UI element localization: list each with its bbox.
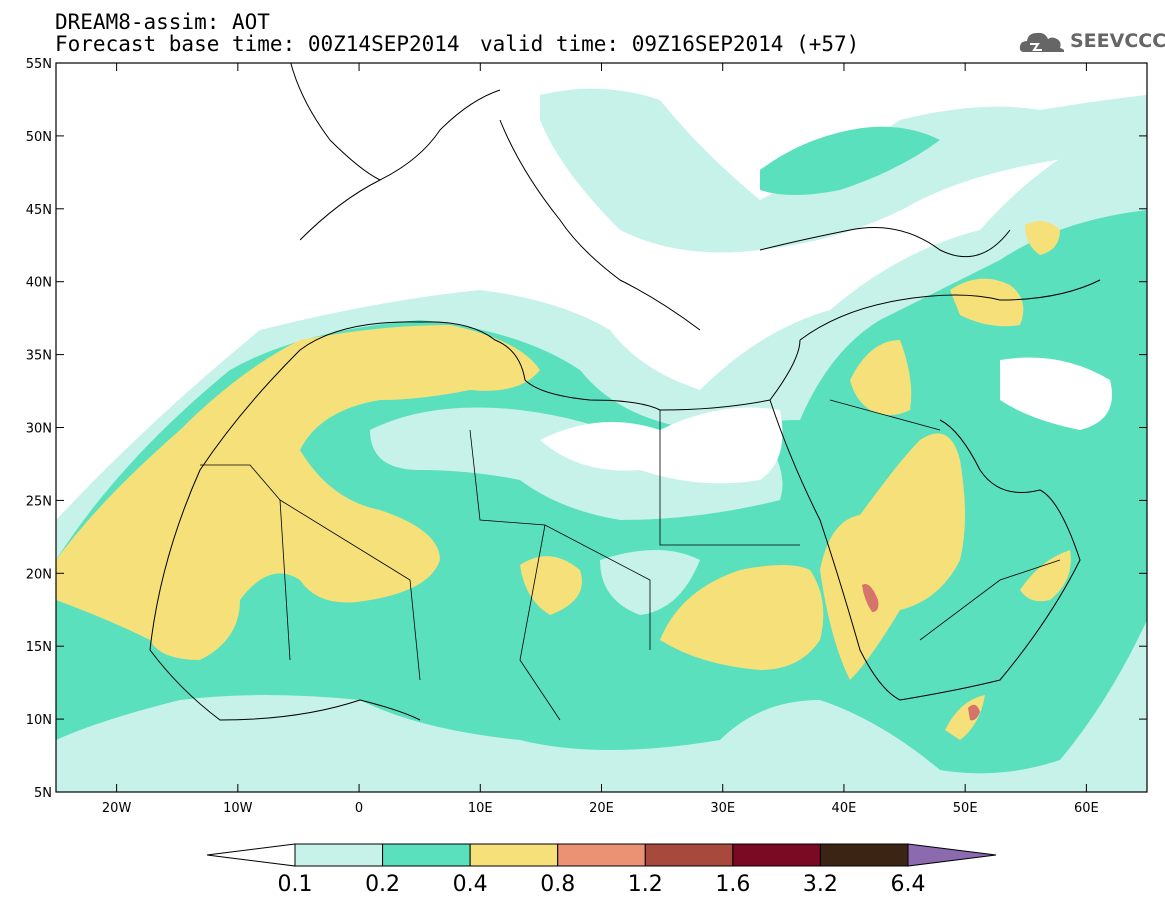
colorbar-low-arrow — [206, 843, 296, 867]
aot-band-below — [1000, 357, 1112, 430]
lat-tick-label: 55N — [26, 57, 52, 72]
colorbar-bin — [732, 843, 821, 867]
aot-band-0.4 — [1020, 550, 1071, 602]
cloud-icon — [1019, 32, 1065, 52]
colorbar-bin — [557, 843, 646, 867]
lat-tick-label: 50N — [26, 130, 52, 145]
lon-tick-label: 40E — [832, 801, 857, 816]
colorbar-label: 0.8 — [540, 872, 575, 897]
aot-band-below — [540, 407, 783, 484]
lon-tick-label: 20E — [589, 801, 614, 816]
lon-tick-label: 10W — [223, 801, 253, 816]
lat-tick-label: 20N — [26, 567, 52, 582]
colorbar-bin — [469, 843, 559, 867]
axis-ticks: 55N 50N 45N 40N 35N 30N 25N 20N 15N 10N 5N 20W 10W 0 1… — [26, 57, 1147, 816]
aot-band-0.4 — [850, 340, 912, 415]
forecast-base-time: Forecast base time: 00Z14SEP2014 — [55, 32, 460, 56]
aot-band-0.4 — [1025, 221, 1060, 255]
colorbar-label: 1.2 — [628, 872, 663, 897]
colorbar-label: 0.2 — [365, 872, 400, 897]
coastlines — [149, 63, 1101, 721]
colorbar-label: 1.6 — [715, 872, 750, 897]
aot-band-0.4 — [520, 556, 582, 615]
lat-tick-label: 5N — [34, 786, 52, 801]
lon-tick-label: 50E — [953, 801, 978, 816]
aot-band-0.4 — [56, 325, 540, 660]
seevccc-logo-text: SEEVCCC — [1070, 30, 1165, 52]
colorbar-bin — [294, 843, 384, 867]
lon-tick-label: 10E — [468, 801, 493, 816]
lat-tick-label: 15N — [26, 640, 52, 655]
colorbar-label: 6.4 — [891, 872, 926, 897]
lon-tick-label: 0 — [355, 801, 363, 816]
aot-band-1.2 — [862, 584, 879, 612]
country-borders — [200, 399, 1061, 721]
colorbar-bin — [644, 843, 734, 867]
colorbar-high-arrow — [907, 843, 997, 867]
colorbar-bin — [382, 843, 471, 867]
aot-field — [56, 63, 1147, 792]
lat-tick-label: 30N — [26, 422, 52, 437]
valid-time: valid time: 09Z16SEP2014 (+57) — [480, 32, 860, 56]
lat-tick-label: 40N — [26, 276, 52, 291]
colorbar-label: 0.1 — [278, 872, 313, 897]
lat-tick-label: 35N — [26, 349, 52, 364]
aot-band-1.2 — [968, 704, 980, 721]
lon-tick-label: 20W — [102, 801, 132, 816]
aot-band-0.4 — [950, 278, 1024, 327]
aot-band-0.1 — [370, 407, 783, 520]
colorbar-label: 0.4 — [453, 872, 488, 897]
lon-tick-label: 30E — [710, 801, 735, 816]
lat-tick-label: 45N — [26, 203, 52, 218]
lon-tick-label: 60E — [1074, 801, 1099, 816]
lat-tick-label: 10N — [26, 713, 52, 728]
aot-band-0.4 — [820, 433, 965, 680]
lat-tick-label: 25N — [26, 494, 52, 509]
aot-band-0.4 — [660, 565, 824, 670]
colorbar-label: 3.2 — [803, 872, 838, 897]
colorbar-bin — [819, 843, 909, 867]
map-title: DREAM8-assim: AOT — [55, 10, 270, 34]
aot-band-0.2 — [760, 126, 940, 195]
